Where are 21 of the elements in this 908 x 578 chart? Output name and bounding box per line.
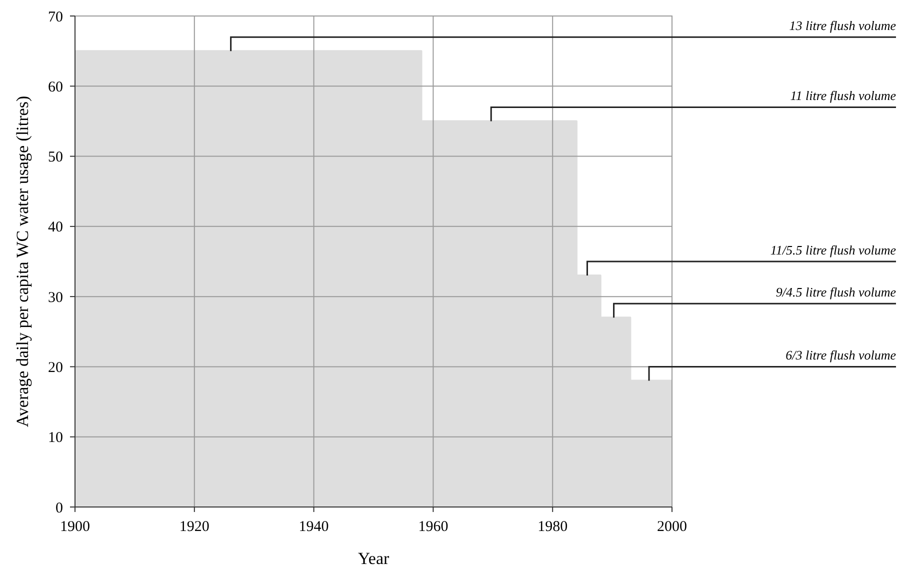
y-axis-title: Average daily per capita WC water usage (litres) bbox=[13, 96, 32, 428]
y-tick-label: 20 bbox=[48, 360, 63, 376]
text: 13 litre flush volume bbox=[789, 18, 896, 34]
y-tick-label: 10 bbox=[48, 430, 63, 446]
x-tick-label: 1900 bbox=[60, 519, 90, 535]
y-tick-label: 0 bbox=[56, 500, 63, 516]
x-axis-title: Year bbox=[358, 549, 390, 568]
y-tick-label: 40 bbox=[48, 220, 63, 236]
x-tick-label: 2000 bbox=[657, 519, 687, 535]
y-tick-label: 60 bbox=[48, 79, 63, 96]
x-tick-label: 1980 bbox=[538, 519, 568, 535]
text: 11 litre flush volume bbox=[790, 88, 896, 104]
text: 6/3 litre flush volume bbox=[786, 348, 896, 363]
text: 9/4.5 litre flush volume bbox=[776, 284, 896, 300]
x-tick-label: 1920 bbox=[179, 519, 210, 535]
x-tick-label: 1960 bbox=[418, 519, 448, 535]
y-tick-label: 50 bbox=[48, 150, 63, 166]
x-tick-label: 1940 bbox=[298, 519, 329, 535]
y-tick-label: 30 bbox=[48, 290, 63, 306]
y-tick-label: 70 bbox=[48, 9, 63, 26]
text: 11/5.5 litre flush volume bbox=[770, 242, 896, 258]
